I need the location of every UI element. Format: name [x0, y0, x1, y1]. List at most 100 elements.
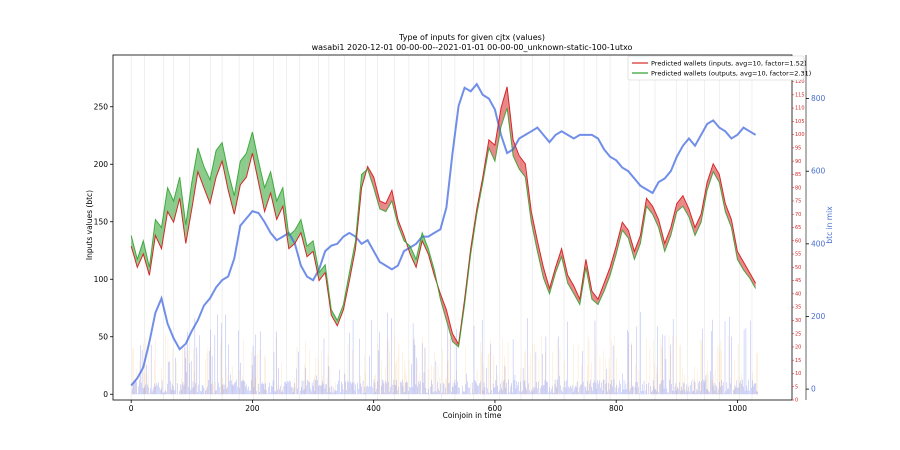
fill-between-segment: [137, 240, 144, 268]
fill-between-segment: [210, 150, 217, 204]
fill-between-segment: [501, 86, 508, 127]
fill-between-segment: [173, 177, 180, 223]
fill-between-segment: [646, 198, 653, 215]
fill-between-segment: [652, 206, 659, 228]
y-tick-label-left: 0: [103, 390, 108, 399]
x-tick-label: 400: [367, 404, 382, 413]
fill-between-segment: [131, 235, 138, 268]
fill-between-segment: [743, 262, 750, 278]
chart-title: Type of inputs for given cjtx (values): [398, 33, 545, 42]
y-axis-label-right: btc in mix: [825, 206, 834, 244]
y-tick-label-right-red: 30: [795, 318, 801, 324]
fill-between-segment: [191, 147, 198, 209]
series-line-outputs: [130, 107, 757, 348]
fill-between-segment: [610, 246, 617, 276]
tick-layer: 0 200 400 600 800 100005010015020025005101520…: [94, 79, 826, 413]
bar-layer: [130, 311, 758, 395]
y-tick-label-left: 150: [94, 217, 109, 226]
fill-between-segment: [494, 108, 501, 162]
y-tick-label-right-red: 15: [795, 358, 801, 364]
line-layer: [130, 82, 757, 387]
legend: Predicted wallets (inputs, avg=10, facto…: [627, 55, 811, 81]
y-tick-label-right-red: 25: [795, 331, 801, 337]
fill-between-segment: [319, 264, 326, 281]
fill-between-segment: [155, 219, 162, 249]
fill-between-segment: [737, 251, 744, 270]
y-tick-label-right-red: 40: [795, 291, 801, 297]
fill-between-segment: [300, 219, 307, 257]
fill-between-segment: [294, 219, 301, 244]
fill-between-segment: [276, 187, 283, 220]
fill-between-segment: [373, 177, 380, 209]
fill-between-segment: [240, 153, 247, 186]
fill-between-segment: [488, 139, 495, 162]
x-tick-label: 800: [609, 404, 624, 413]
x-axis-label: Coinjoin in time: [443, 411, 502, 420]
y-tick-label-right-red: 110: [795, 106, 805, 112]
fill-between-segment: [185, 182, 192, 244]
legend-label-inputs: Predicted wallets (inputs, avg=10, facto…: [651, 60, 807, 68]
fill-between-segment: [222, 142, 229, 191]
fill-between-segment: [234, 161, 241, 215]
series-line-btc-in-mix: [130, 82, 757, 387]
y-tick-label-right-red: 60: [795, 238, 801, 244]
fill-between-segment: [379, 200, 386, 212]
y-tick-label-right-red: 65: [795, 225, 801, 231]
y-tick-label-right-red: 85: [795, 172, 801, 178]
y-tick-label-left: 250: [94, 102, 109, 111]
fill-between-segment: [228, 171, 235, 215]
fill-between-segment: [197, 147, 204, 188]
fill-between-segment: [422, 232, 429, 255]
y-tick-label-right-red: 115: [795, 92, 805, 98]
y-tick-label-right-red: 45: [795, 278, 801, 284]
y-tick-label-right-red: 120: [795, 79, 805, 85]
y-tick-label-right-red: 90: [795, 159, 801, 165]
fill-between-segment: [331, 309, 338, 326]
plot-background: [113, 55, 792, 400]
fill-between-segment: [179, 177, 186, 244]
fill-between-segment: [203, 166, 210, 204]
fill-between-segment: [410, 246, 417, 268]
fill-between-segment: [270, 171, 277, 220]
x-tick-label: 0: [129, 404, 134, 413]
y-tick-label-right-red: 10: [795, 371, 801, 377]
y-tick-label-right-red: 80: [795, 185, 801, 191]
y-tick-label-right-red: 5: [795, 384, 798, 390]
fill-between-segment: [246, 131, 253, 178]
series-line-inputs: [130, 86, 757, 346]
x-tick-label: 200: [245, 404, 260, 413]
y-tick-label-right-red: 95: [795, 145, 801, 151]
chart-subtitle: wasabi1 2020-12-01 00-00-00--2021-01-01 …: [312, 43, 633, 52]
x-tick-label: 1000: [728, 404, 747, 413]
fill-between-segment: [252, 131, 259, 183]
y-tick-label-right-red: 35: [795, 305, 801, 311]
fill-between-segment: [707, 163, 714, 191]
fill-between-segment: [573, 285, 580, 305]
fill-between-segment: [385, 190, 392, 212]
y-tick-label-right-red: 20: [795, 345, 801, 351]
y-axis-label-left: Inputs values (btc): [85, 190, 94, 260]
fill-between-segment: [258, 161, 265, 212]
fill-between-segment: [604, 267, 611, 292]
fill-between-segment: [664, 227, 671, 252]
fill-between-segment: [634, 235, 641, 260]
y-tick-label-right-blue: 600: [811, 167, 826, 176]
fill-between-segment: [749, 272, 756, 289]
fill-between-segment: [628, 230, 635, 260]
fill-between-segment: [161, 187, 168, 249]
fill-between-segment: [713, 163, 720, 183]
y-tick-label-right-red: 75: [795, 199, 801, 205]
fill-between-segment: [531, 211, 538, 252]
fill-between-segment: [264, 171, 271, 212]
fill-between-segment: [695, 214, 702, 236]
y-tick-label-right-blue: 0: [811, 385, 816, 394]
legend-box: [627, 55, 805, 81]
x-tick-label: 600: [488, 404, 503, 413]
fill-between-segment: [567, 275, 574, 294]
plot-area: [113, 55, 792, 400]
y-tick-label-right-blue: 400: [811, 239, 826, 248]
y-tick-label-right-blue: 800: [811, 94, 826, 103]
y-tick-label-right-blue: 200: [811, 312, 826, 321]
y-tick-label-right-red: 100: [795, 132, 805, 138]
y-tick-label-right-red: 0: [795, 398, 798, 404]
